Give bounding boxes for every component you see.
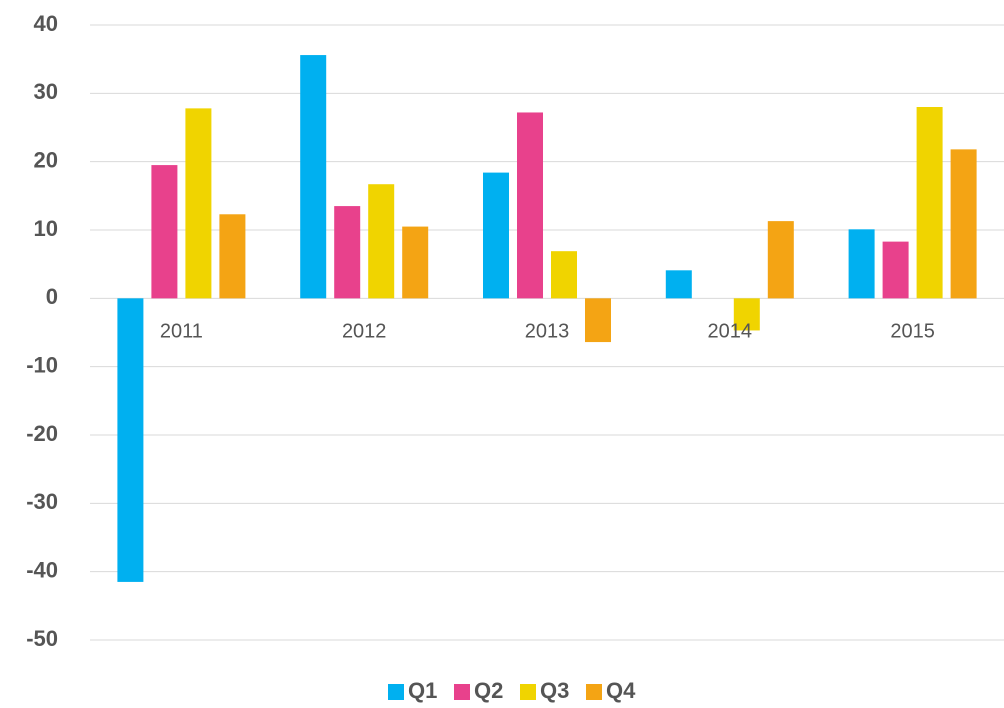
bar — [882, 241, 909, 299]
y-tick-label: 40 — [34, 11, 58, 36]
bar — [767, 221, 794, 299]
x-tick-label: 2011 — [160, 321, 203, 343]
bar — [733, 298, 760, 331]
bar — [665, 270, 692, 299]
y-tick-label: -30 — [26, 489, 58, 514]
bar — [402, 226, 429, 299]
bar — [334, 206, 361, 299]
legend-swatch — [520, 684, 536, 700]
x-tick-label: 2014 — [708, 321, 753, 343]
bar — [117, 298, 144, 582]
bar — [185, 108, 212, 299]
y-tick-label: 0 — [46, 284, 58, 309]
legend-label: Q3 — [540, 678, 569, 703]
legend-label: Q2 — [474, 678, 503, 703]
bar — [300, 55, 327, 299]
bar — [368, 184, 395, 299]
legend-swatch — [388, 684, 404, 700]
y-tick-label: 30 — [34, 79, 58, 104]
bar — [219, 214, 246, 299]
bar — [551, 251, 577, 299]
bar — [585, 298, 611, 343]
bar — [916, 107, 943, 299]
bar — [517, 112, 543, 299]
y-tick-label: 10 — [34, 216, 58, 241]
x-tick-label: 2015 — [890, 321, 935, 343]
bar — [950, 149, 977, 299]
bar — [848, 229, 875, 299]
y-tick-label: 20 — [34, 147, 58, 172]
y-tick-label: -20 — [26, 421, 58, 446]
y-tick-label: -50 — [26, 626, 58, 651]
y-tick-label: -10 — [26, 352, 58, 377]
x-tick-label: 2012 — [342, 321, 387, 343]
bar — [151, 165, 178, 299]
x-tick-label: 2013 — [525, 321, 570, 343]
legend-label: Q1 — [408, 678, 437, 703]
bar — [483, 172, 509, 299]
y-tick-label: -40 — [26, 557, 58, 582]
legend-label: Q4 — [606, 678, 636, 703]
legend-swatch — [454, 684, 470, 700]
legend-swatch — [586, 684, 602, 700]
